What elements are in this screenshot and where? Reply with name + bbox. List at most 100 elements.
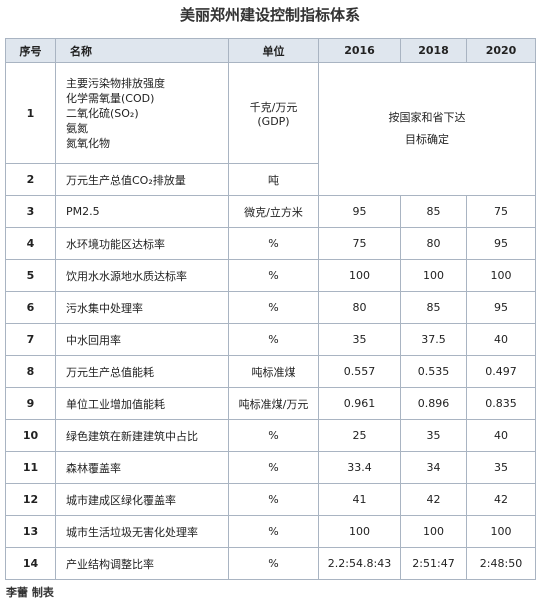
header-row: 序号 名称 单位 2016 2018 2020 [5,38,536,63]
cell-line: % [268,461,279,474]
indicator-table: 序号 名称 单位 2016 2018 2020 1 主要污染物排放强度 化学需氧量(COD) 二… [5,38,536,580]
cell-line: 水环境功能区达标率 [66,237,165,251]
row-number: 10 [5,419,56,452]
cell-line: 吨标准煤/万元 [238,397,309,411]
unit: % [228,419,319,452]
cell-line: % [268,525,279,538]
cell-line: 主要污染物排放强度 [66,76,165,90]
indicator-name: 绿色建筑在新建建筑中占比 [55,419,229,452]
cell-line: % [268,557,279,570]
indicator-name: 万元生产总值CO₂排放量 [55,163,229,196]
target-value: 42 [400,483,467,516]
indicator-name: 森林覆盖率 [55,451,229,484]
target-value: 0.557 [318,355,401,388]
target-value: 95 [466,227,536,260]
unit: % [228,227,319,260]
target-value: 41 [318,483,401,516]
target-value: 34 [400,451,467,484]
unit: 吨 [228,163,319,196]
row-number: 2 [5,163,56,196]
target-value: 85 [400,291,467,324]
cell-line: 产业结构调整比率 [66,557,154,571]
table-row: 7 中水回用率% 35 37.5 40 [5,323,536,356]
table-row: 9 单位工业增加值能耗 吨标准煤/万元 0.961 0.896 0.835 [5,387,536,420]
cell-line: 污水集中处理率 [66,301,143,315]
indicator-name: 饮用水水源地水质达标率 [55,259,229,292]
indicator-name: 产业结构调整比率 [55,547,229,580]
unit: % [228,515,319,548]
row-number: 1 [5,62,56,164]
target-value: 100 [318,259,401,292]
table-row: 12 城市建成区绿化覆盖率% 41 42 42 [5,483,536,516]
indicator-name: 万元生产总值能耗 [55,355,229,388]
cell-line: 化学需氧量(COD) [66,91,155,105]
target-value: 0.535 [400,355,467,388]
target-value: 100 [400,259,467,292]
cell-line: PM2.5 [66,205,100,218]
target-value: 0.497 [466,355,536,388]
table-row: 2 万元生产总值CO₂排放量 吨 [5,163,536,196]
indicator-name: 主要污染物排放强度 化学需氧量(COD) 二氧化硫(SO₂) 氨氮 氮氧化物 [55,62,229,164]
target-value: 40 [466,419,536,452]
cell-line: (GDP) [257,114,290,128]
unit: % [228,259,319,292]
cell-line: 氮氧化物 [66,136,110,150]
row-number: 11 [5,451,56,484]
cell-line: % [268,301,279,314]
row-number: 7 [5,323,56,356]
target-value: 100 [466,515,536,548]
row-number: 14 [5,547,56,580]
cell-line: 森林覆盖率 [66,461,121,475]
target-value: 0.835 [466,387,536,420]
column-header: 序号 [5,38,56,63]
indicator-name: 城市建成区绿化覆盖率 [55,483,229,516]
table-body: 1 主要污染物排放强度 化学需氧量(COD) 二氧化硫(SO₂) 氨氮 氮氧化物 千克/万元… [5,62,536,580]
unit: 微克/立方米 [228,195,319,228]
cell-line: 饮用水水源地水质达标率 [66,269,187,283]
cell-line: 吨 [268,173,279,187]
row-number: 6 [5,291,56,324]
table-row: 4 水环境功能区达标率% 75 80 95 [5,227,536,260]
table-row: 10 绿色建筑在新建建筑中占比% 25 35 40 [5,419,536,452]
title: 美丽郑州建设控制指标体系 [179,6,360,24]
indicator-name: PM2.5 [55,195,229,228]
table-row: 5 饮用水水源地水质达标率% 100 100 100 [5,259,536,292]
cell-line: 单位工业增加值能耗 [66,397,165,411]
table-row: 13 城市生活垃圾无害化处理率% 100 100 100 [5,515,536,548]
column-header: 2018 [400,38,467,63]
table-row: 8 万元生产总值能耗 吨标准煤 0.557 0.535 0.497 [5,355,536,388]
target-value: 85 [400,195,467,228]
indicator-name: 水环境功能区达标率 [55,227,229,260]
cell-line: 吨标准煤 [251,365,296,379]
cell-line: 千克/万元 [249,100,298,114]
target-value: 0.896 [400,387,467,420]
table-row: 14 产业结构调整比率% 2.2:54.8:43 2:51:47 2:48:50 [5,547,536,580]
column-header: 名称 [55,38,229,63]
cell-line: 二氧化硫(SO₂) [66,106,139,120]
cell-line: % [268,429,279,442]
table-row: 1 主要污染物排放强度 化学需氧量(COD) 二氧化硫(SO₂) 氨氮 氮氧化物 千克/万元… [5,62,536,196]
row-number: 12 [5,483,56,516]
cell-line: 微克/立方米 [244,205,303,219]
target-value: 100 [318,515,401,548]
unit: % [228,547,319,580]
row-number: 5 [5,259,56,292]
cell-line: 万元生产总值能耗 [66,365,154,379]
target-value: 75 [318,227,401,260]
indicator-name: 中水回用率 [55,323,229,356]
cell-line: 城市生活垃圾无害化处理率 [66,525,198,539]
indicator-name: 单位工业增加值能耗 [55,387,229,420]
target-value: 80 [318,291,401,324]
target-value: 35 [400,419,467,452]
target-value: 75 [466,195,536,228]
target-value: 42 [466,483,536,516]
target-value: 80 [400,227,467,260]
target-value: 95 [466,291,536,324]
row-number: 3 [5,195,56,228]
target-value: 40 [466,323,536,356]
target-value: 35 [466,451,536,484]
target-value: 2:51:47 [400,547,467,580]
cell-line: % [268,269,279,282]
cell-line: 绿色建筑在新建建筑中占比 [66,429,198,443]
